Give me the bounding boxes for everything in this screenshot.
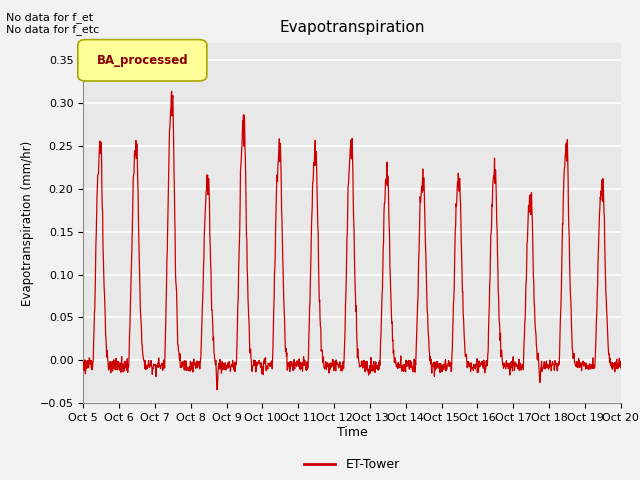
Text: No data for f_et: No data for f_et bbox=[6, 12, 93, 23]
Text: BA_processed: BA_processed bbox=[97, 54, 188, 67]
Text: No data for f_etc: No data for f_etc bbox=[6, 24, 100, 35]
Y-axis label: Evapotranspiration (mm/hr): Evapotranspiration (mm/hr) bbox=[21, 141, 34, 306]
Title: Evapotranspiration: Evapotranspiration bbox=[279, 20, 425, 35]
Legend: ET-Tower: ET-Tower bbox=[300, 453, 404, 476]
FancyBboxPatch shape bbox=[78, 39, 207, 81]
X-axis label: Time: Time bbox=[337, 426, 367, 439]
